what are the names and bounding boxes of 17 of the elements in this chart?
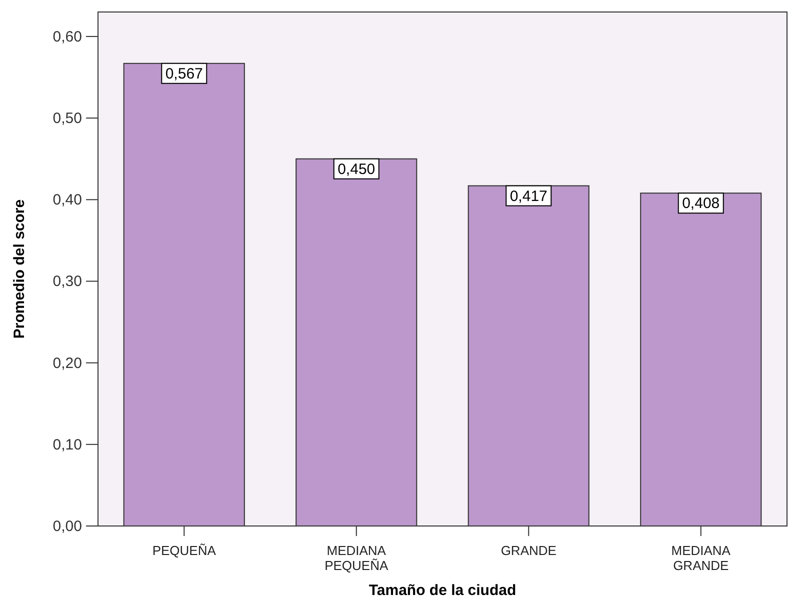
x-tick-label: GRANDE	[500, 543, 557, 558]
x-tick-label: PEQUEÑA	[152, 543, 216, 558]
x-tick-label: MEDIANA GRANDE	[671, 543, 731, 573]
y-tick-label: 0,30	[52, 273, 82, 290]
data-label: 0,408	[682, 195, 720, 212]
data-label: 0,450	[338, 160, 376, 178]
y-tick-label: 0,50	[52, 110, 82, 128]
y-tick-label: 0,20	[52, 354, 82, 372]
data-label: 0,567	[165, 65, 203, 82]
x-axis-title: Tamaño de la ciudad	[368, 582, 516, 599]
y-tick-label: 0,00	[52, 518, 82, 535]
y-tick-label: 0,60	[52, 28, 82, 46]
y-axis-title: Promedio del score	[11, 199, 28, 339]
data-label: 0,417	[510, 188, 548, 205]
y-tick-label: 0,10	[52, 436, 82, 454]
y-tick-label: 0,40	[52, 192, 82, 209]
x-tick-label: MEDIANA PEQUEÑA	[324, 543, 388, 573]
